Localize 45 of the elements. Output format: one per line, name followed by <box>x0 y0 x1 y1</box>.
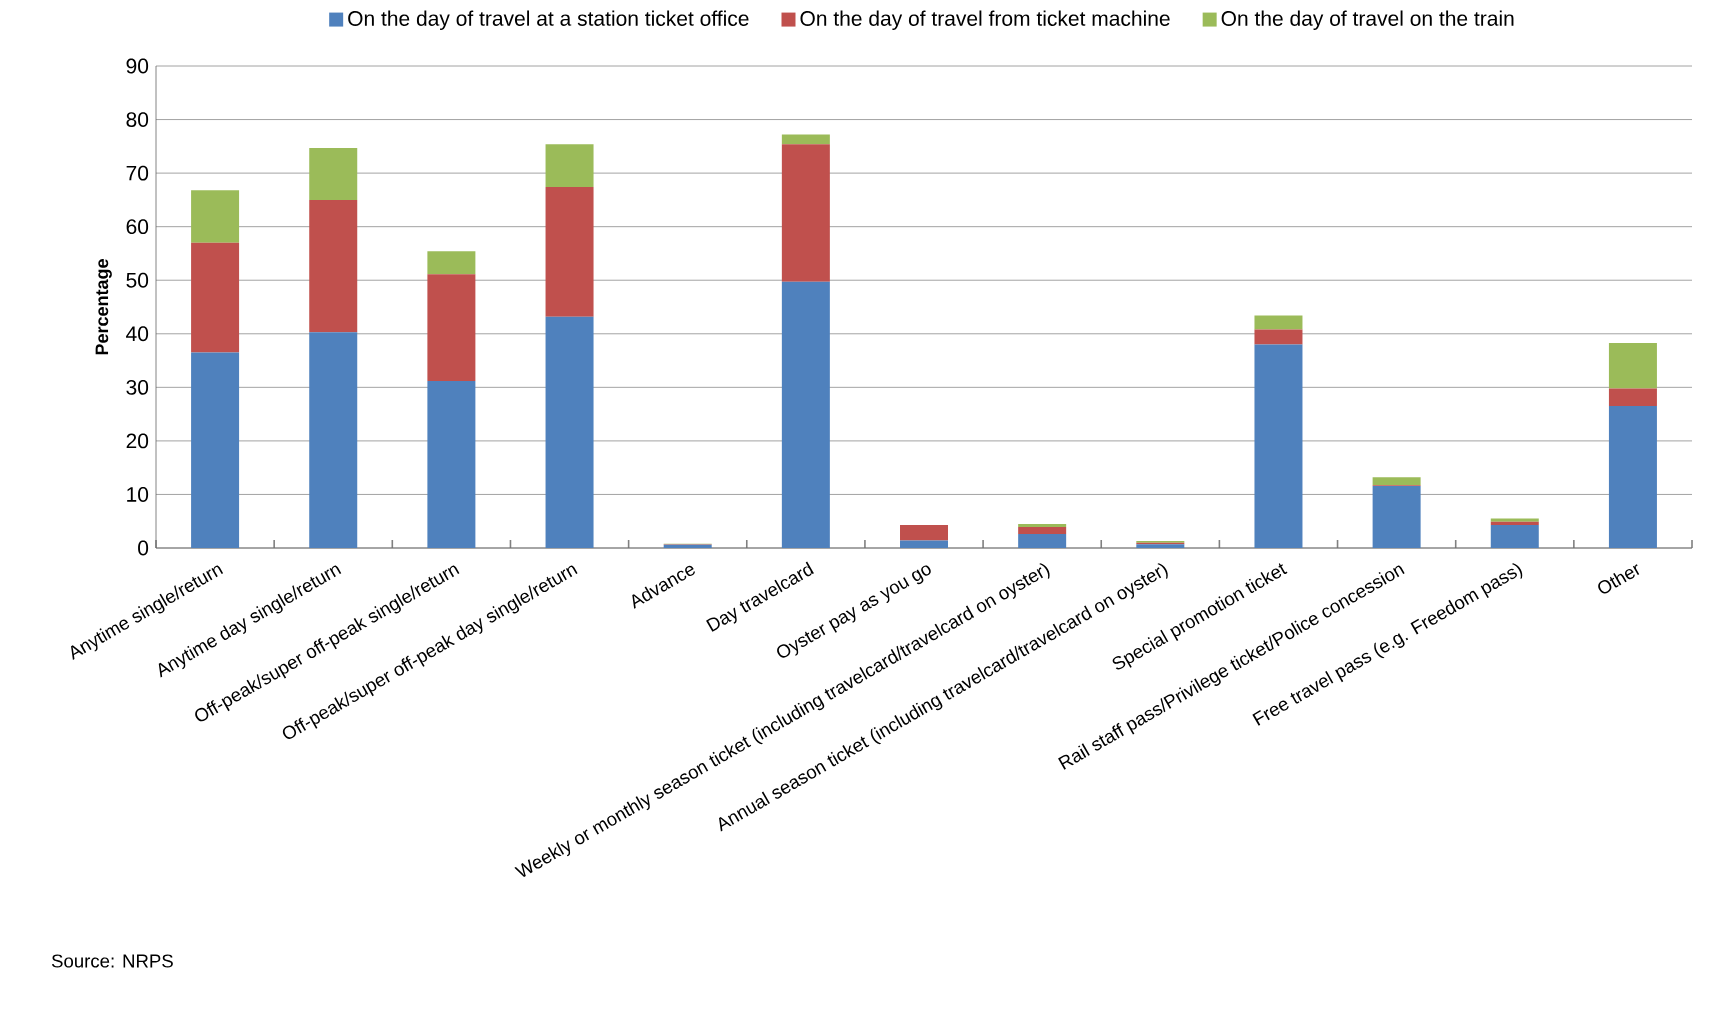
legend-label: On the day of travel at a station ticket office <box>348 10 749 31</box>
y-tick-label: 50 <box>126 272 149 288</box>
bar <box>309 147 358 200</box>
bar <box>1608 388 1657 407</box>
bar <box>191 242 240 353</box>
y-tick-label: 0 <box>138 540 149 556</box>
y-tick-label: 20 <box>126 433 149 449</box>
bar <box>191 190 240 243</box>
bar <box>427 251 476 275</box>
bar <box>427 380 476 548</box>
bar <box>1254 315 1303 330</box>
y-axis-title: Percentage <box>95 259 112 355</box>
y-tick-label: 80 <box>126 112 149 128</box>
y-tick-label: 30 <box>126 379 149 395</box>
legend-label: On the day of travel from ticket machine <box>800 10 1170 31</box>
bar <box>1018 534 1067 548</box>
bar <box>309 199 358 333</box>
bar <box>1490 524 1539 548</box>
bar <box>781 134 830 145</box>
bar <box>900 540 949 548</box>
bar <box>1254 329 1303 345</box>
y-tick-label: 90 <box>126 58 149 74</box>
bar <box>545 316 594 548</box>
bar <box>427 274 476 381</box>
bar <box>191 352 240 548</box>
bar <box>545 187 594 317</box>
legend-label: On the day of travel on the train <box>1221 10 1514 31</box>
bar <box>1608 406 1657 548</box>
bar <box>309 332 358 548</box>
bar <box>781 281 830 548</box>
bar <box>1372 485 1421 548</box>
y-tick-label: 70 <box>126 165 149 181</box>
bar <box>1018 523 1067 528</box>
bar <box>1608 342 1657 389</box>
bar <box>900 524 949 541</box>
source-note: Source: NRPS <box>51 954 173 968</box>
bar <box>781 144 830 282</box>
y-tick-label: 40 <box>126 326 149 342</box>
x-tick-label: Other <box>1598 564 1640 594</box>
y-tick-label: 10 <box>127 487 149 502</box>
y-tick-label: 60 <box>126 219 149 235</box>
bar <box>1372 477 1421 486</box>
bar <box>1018 527 1067 535</box>
bar <box>545 144 594 188</box>
bar <box>1254 344 1303 548</box>
